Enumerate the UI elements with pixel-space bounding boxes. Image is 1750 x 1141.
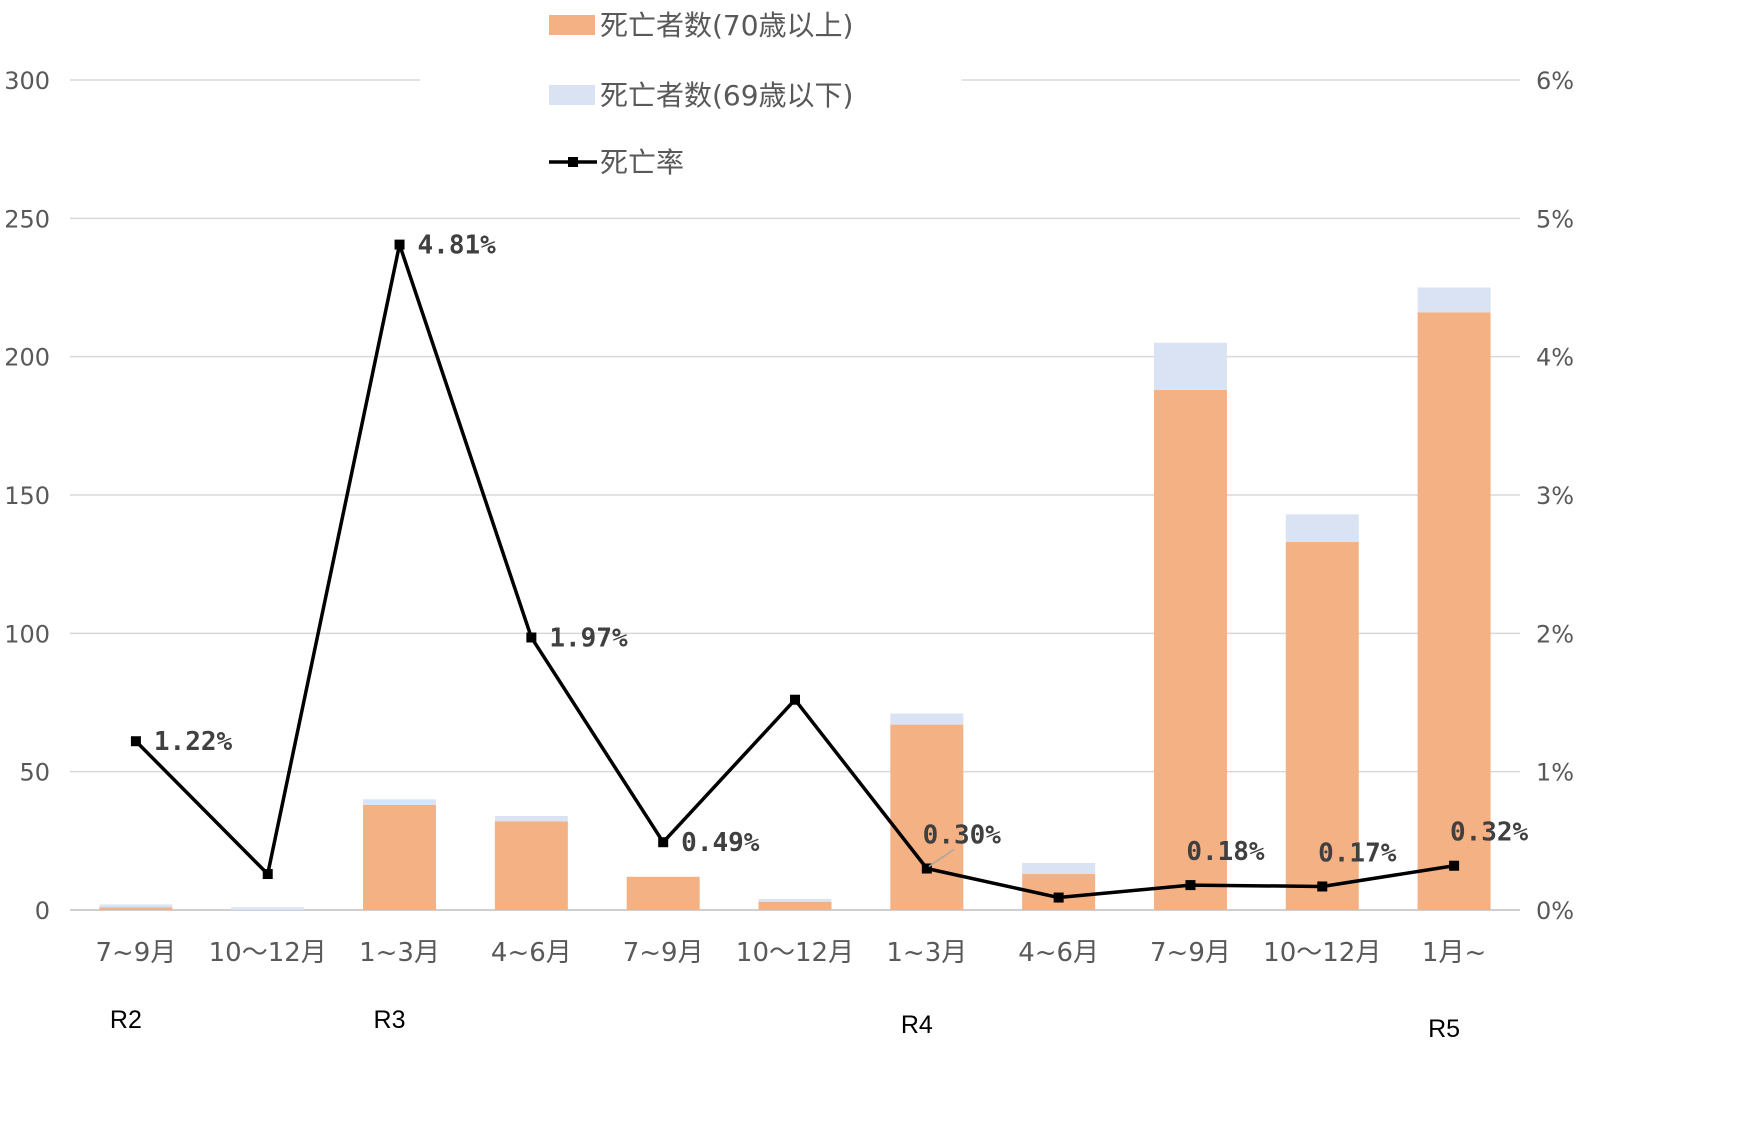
line-marker — [1317, 881, 1328, 892]
legend-line-marker — [568, 157, 578, 167]
data-label: 0.32% — [1450, 818, 1529, 848]
line-marker — [790, 694, 800, 705]
left-tick-label: 100 — [4, 620, 50, 648]
category-label: 7~9月 — [1150, 938, 1231, 968]
category-label: 1~3月 — [886, 938, 967, 968]
line-marker — [262, 869, 273, 880]
category-label: 10～12月 — [736, 938, 854, 968]
left-tick-label: 150 — [4, 482, 50, 510]
data-label: 1.97% — [549, 623, 628, 653]
category-label: 1~3月 — [359, 938, 440, 968]
bar-segment — [363, 799, 437, 805]
category-label: 4~6月 — [1018, 938, 1099, 968]
era-label: R5 — [1428, 1015, 1460, 1043]
bar-segment — [99, 907, 173, 910]
legend-swatch — [549, 85, 595, 105]
bar-segment — [1153, 342, 1227, 390]
legend: 死亡者数(70歳以上) 死亡者数(69歳以下) 死亡率 — [420, 9, 962, 179]
category-label: 4~6月 — [491, 938, 572, 968]
bar-segment — [1417, 312, 1491, 910]
right-tick-label: 2% — [1536, 620, 1574, 648]
line-marker — [1053, 892, 1064, 903]
category-label: 1月~ — [1422, 938, 1486, 968]
right-tick-label: 5% — [1536, 205, 1574, 233]
legend-label: 死亡者数(69歳以下) — [600, 79, 853, 112]
data-label-leader — [928, 848, 955, 868]
legend-label: 死亡者数(70歳以上) — [600, 9, 853, 42]
line-marker — [1449, 860, 1460, 871]
gridlines — [70, 79, 1520, 911]
data-label: 4.81% — [418, 231, 497, 261]
line-marker — [921, 863, 932, 874]
right-tick-label: 4% — [1536, 344, 1574, 372]
bar-segment — [890, 713, 964, 725]
right-tick-label: 6% — [1536, 67, 1574, 95]
era-label: R4 — [901, 1011, 933, 1039]
category-label: 7~9月 — [623, 938, 704, 968]
line-marker — [394, 239, 405, 250]
death-rate-line — [134, 242, 1455, 900]
legend-label: 死亡率 — [600, 146, 684, 179]
data-label: 0.30% — [923, 821, 1002, 851]
bar-segment — [758, 901, 832, 910]
category-label: 10～12月 — [1263, 938, 1381, 968]
category-label: 7~9月 — [95, 938, 176, 968]
category-label: 10～12月 — [209, 938, 327, 968]
legend-swatch — [549, 15, 595, 35]
right-tick-label: 1% — [1536, 759, 1574, 787]
legend-background — [420, 55, 962, 135]
line-marker — [130, 736, 141, 747]
category-labels: 7~9月 10～12月 1~3月 4~6月 7~9月 10～12月 1~3月 4~6月 7~9月… — [95, 938, 1486, 968]
era-labels: R2 R3 R4 R5 — [110, 1006, 1460, 1043]
line-marker — [1185, 880, 1196, 891]
era-label: R2 — [110, 1006, 142, 1034]
bar-segment — [758, 898, 832, 902]
left-tick-label: 0 — [35, 897, 50, 925]
bar-segment — [626, 876, 700, 910]
bar-segment — [363, 804, 437, 910]
data-labels: 1.22% 4.81% 1.97% 0.49% 0.30% 0.18% 0.17% 0.32% — [154, 231, 1529, 869]
bar-segment — [1417, 287, 1491, 313]
left-axis-ticks: 0 50 100 150 200 250 300 — [4, 67, 50, 925]
death-rate-line-series — [130, 239, 1460, 903]
bars — [99, 287, 1491, 910]
bar-segment — [890, 724, 964, 910]
data-label: 0.17% — [1318, 838, 1397, 868]
bar-segment — [99, 904, 173, 908]
right-axis-ticks: 0% 1% 2% 3% 4% 5% 6% — [1536, 67, 1574, 925]
bar-segment — [494, 821, 568, 910]
bar-segment — [1153, 389, 1227, 910]
left-tick-label: 300 — [4, 67, 50, 95]
data-label: 1.22% — [154, 727, 233, 757]
left-tick-label: 250 — [4, 205, 50, 233]
bar-segment — [1022, 862, 1096, 875]
line-marker — [658, 837, 669, 848]
bar-segment — [1285, 542, 1359, 910]
data-label: 0.18% — [1186, 837, 1265, 867]
left-tick-label: 200 — [4, 344, 50, 372]
left-tick-label: 50 — [19, 759, 50, 787]
bar-segment — [494, 815, 568, 822]
right-tick-label: 0% — [1536, 897, 1574, 925]
bar-segment — [1285, 514, 1359, 543]
line-marker — [526, 632, 537, 643]
right-tick-label: 3% — [1536, 482, 1574, 510]
bar-segment — [231, 907, 305, 910]
era-label: R3 — [374, 1006, 406, 1034]
data-label: 0.49% — [681, 828, 760, 858]
